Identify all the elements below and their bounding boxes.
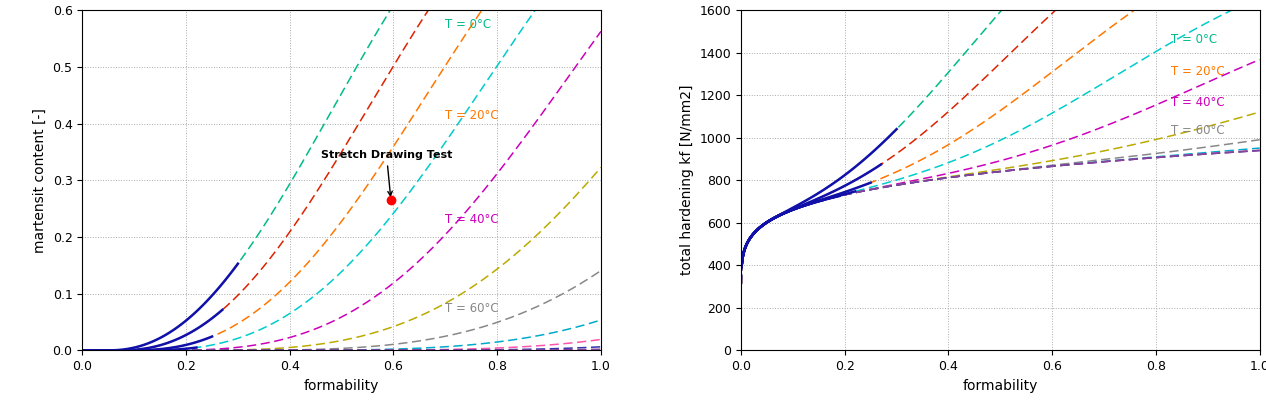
Text: Stretch Drawing Test: Stretch Drawing Test [320,150,452,196]
X-axis label: formability: formability [962,379,1038,392]
Text: T = 20°C: T = 20°C [1171,65,1225,78]
Y-axis label: martensit content [-]: martensit content [-] [33,108,47,253]
Text: T = 20°C: T = 20°C [446,109,499,122]
Text: T = 40°C: T = 40°C [1171,96,1225,109]
Text: T = 60°C: T = 60°C [1171,124,1225,137]
X-axis label: formability: formability [304,379,380,392]
Text: T = 40°C: T = 40°C [446,213,499,226]
Text: T = 60°C: T = 60°C [446,303,499,315]
Y-axis label: total hardening kf [N/mm2]: total hardening kf [N/mm2] [680,85,694,275]
Text: T = 0°C: T = 0°C [446,18,491,31]
Text: T = 0°C: T = 0°C [1171,33,1218,47]
